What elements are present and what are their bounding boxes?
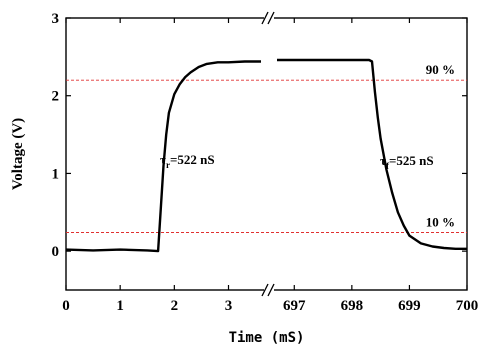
y-tick-label: 2 [52, 89, 60, 105]
fall-time-label: τf=525 nS [380, 153, 434, 171]
y-axis-title: Voltage (V) [10, 118, 26, 190]
x-axis-title: Time (mS) [229, 330, 305, 346]
axis-break-slash [267, 11, 275, 25]
series-line-segment-2 [277, 58, 467, 250]
x-tick-label: 697 [283, 298, 306, 314]
x-tick-label: 0 [62, 298, 70, 314]
axis-break-slash [267, 283, 275, 297]
reference-line-label: 90 % [426, 62, 455, 77]
x-tick-label: 3 [225, 298, 233, 314]
x-tick-label: 1 [116, 298, 124, 314]
y-tick-label: 1 [52, 166, 60, 182]
x-tick-label: 2 [171, 298, 179, 314]
x-tick-label: 698 [341, 298, 364, 314]
x-tick-label: 700 [456, 298, 479, 314]
series-line-segment-1 [65, 60, 261, 253]
bottom-axis-break-gap [264, 288, 274, 292]
top-axis-break-gap [264, 16, 274, 20]
axis-break-slash [261, 11, 269, 25]
x-tick-label: 699 [398, 298, 421, 314]
axis-break-slash [261, 283, 269, 297]
y-tick-label: 0 [52, 244, 60, 260]
reference-line-label: 10 % [426, 214, 455, 229]
rise-time-label: τr=522 nS [160, 152, 215, 170]
y-tick-label: 3 [52, 11, 60, 27]
